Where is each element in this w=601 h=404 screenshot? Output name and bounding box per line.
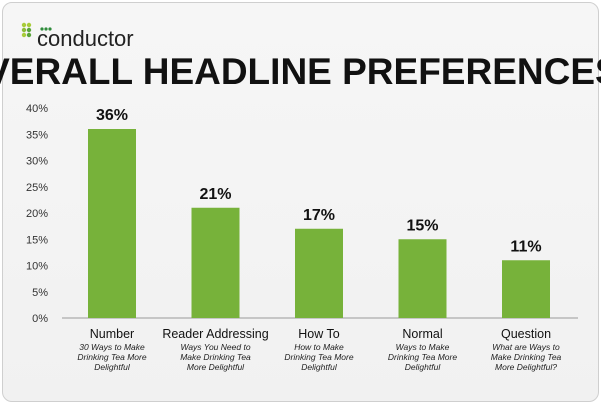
svg-text:conductor: conductor xyxy=(37,26,134,51)
x-subtitle: More Delightful? xyxy=(495,362,557,372)
x-subtitle: Make Drinking Tea xyxy=(491,352,562,362)
x-tick-label: How To xyxy=(298,327,340,341)
bar xyxy=(295,228,343,318)
data-label: 17% xyxy=(303,207,335,224)
x-subtitle: Ways to Make xyxy=(396,342,450,352)
y-tick-label: 0% xyxy=(32,313,48,325)
y-tick-label: 35% xyxy=(26,129,48,141)
x-subtitle: Delightful xyxy=(301,362,338,372)
x-subtitle: Delightful xyxy=(405,362,442,372)
y-tick-label: 20% xyxy=(26,208,48,220)
x-subtitle: Drinking Tea More xyxy=(284,352,353,362)
bar xyxy=(88,129,136,318)
x-subtitle: Ways You Need to xyxy=(180,342,250,352)
y-tick-label: 30% xyxy=(26,156,48,168)
y-tick-label: 15% xyxy=(26,234,48,246)
x-tick-label: Reader Addressing xyxy=(162,327,268,341)
data-label: 36% xyxy=(96,107,128,124)
data-label: 11% xyxy=(510,238,541,255)
x-subtitle: Delightful xyxy=(94,362,131,372)
bar xyxy=(502,260,550,318)
x-subtitle: More Delightful xyxy=(187,362,245,372)
y-tick-label: 10% xyxy=(26,261,48,273)
x-subtitle: What are Ways to xyxy=(492,342,560,352)
x-subtitle: Drinking Tea More xyxy=(388,352,457,362)
y-tick-label: 25% xyxy=(26,182,48,194)
x-subtitle: How to Make xyxy=(294,342,344,352)
data-label: 15% xyxy=(406,217,438,234)
bar xyxy=(191,207,240,318)
conductor-logo: conductor xyxy=(21,22,134,51)
y-tick-label: 5% xyxy=(32,287,48,299)
data-label: 21% xyxy=(199,186,231,203)
x-tick-label: Normal xyxy=(402,327,442,341)
x-subtitle: 30 Ways to Make xyxy=(79,342,145,352)
bar xyxy=(398,239,447,318)
chart-title: OVERALL HEADLINE PREFERENCES xyxy=(0,51,601,92)
x-subtitle: Drinking Tea More xyxy=(77,352,146,362)
y-tick-label: 40% xyxy=(26,103,48,115)
x-subtitle: Make Drinking Tea xyxy=(180,352,251,362)
x-tick-label: Number xyxy=(90,327,134,341)
x-tick-label: Question xyxy=(501,327,551,341)
